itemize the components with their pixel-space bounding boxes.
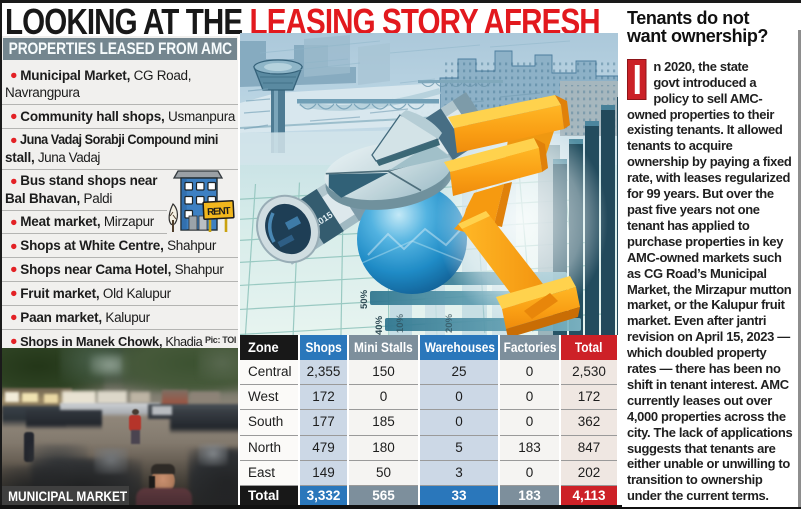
svg-text:40%: 40% [374,315,385,335]
svg-text:20%: 20% [444,313,455,333]
svg-text:50%: 50% [359,289,370,309]
svg-text:10%: 10% [395,313,406,333]
svg-text:RENT: RENT [207,206,231,218]
